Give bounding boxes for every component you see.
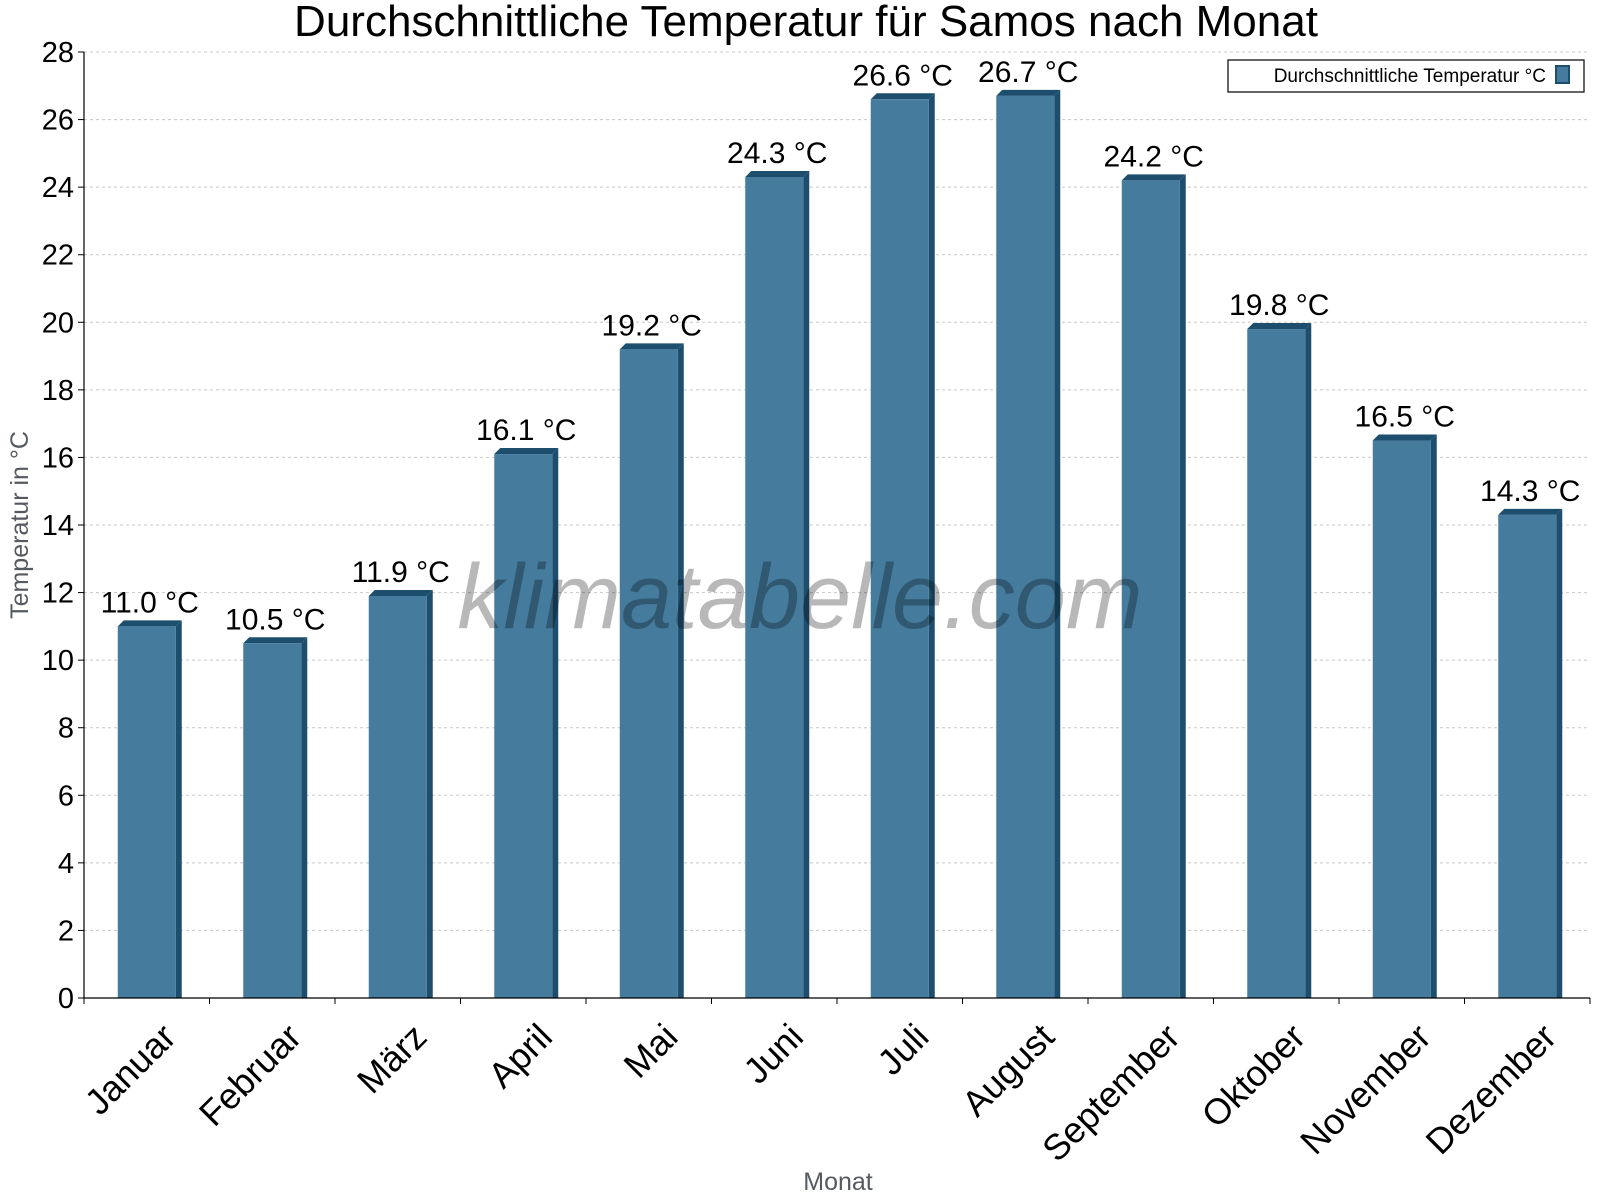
legend-label: Durchschnittliche Temperatur °C	[1274, 66, 1546, 87]
data-label: 24.2 °C	[1104, 140, 1204, 173]
bars	[117, 89, 1563, 999]
bar-side	[1179, 174, 1186, 998]
y-tick-label: 2	[58, 915, 74, 947]
y-tick-label: 14	[42, 510, 74, 542]
data-label: 11.0 °C	[101, 586, 199, 619]
data-labels: 11.0 °C 10.5 °C 11.9 °C 16.1 °C 19.2 °C 24.3 …	[101, 56, 1581, 636]
bar	[1121, 180, 1180, 998]
y-tick-label: 0	[58, 983, 74, 1015]
x-axis-ticks: Januar Februar März April Mai Juni Juli AugustS…	[77, 998, 1591, 1170]
y-tick-label: 10	[42, 645, 74, 677]
chart-title: Durchschnittliche Temperatur für Samos n…	[294, 0, 1318, 46]
data-label: 11.9 °C	[352, 556, 450, 589]
bar	[870, 99, 929, 999]
bar	[996, 95, 1055, 998]
x-tick-label: März	[349, 1016, 435, 1102]
legend-box	[1227, 59, 1585, 93]
bar-side	[803, 171, 810, 998]
bar-side	[175, 620, 182, 998]
x-tick-label: April	[480, 1016, 560, 1096]
bar-side	[1054, 89, 1061, 998]
data-label: 26.6 °C	[853, 59, 953, 92]
x-axis-title: Monat	[803, 1168, 873, 1196]
bar-top	[870, 93, 935, 100]
bar-side	[301, 637, 308, 998]
bar-top	[117, 620, 182, 627]
watermark-text: klimatabelle.com	[457, 546, 1142, 648]
bar-top	[1247, 323, 1312, 330]
bar-top	[243, 637, 308, 644]
data-label: 14.3 °C	[1480, 475, 1580, 508]
bar	[494, 454, 553, 998]
bar-side	[928, 93, 935, 999]
bar	[619, 349, 678, 998]
x-tick-label: Juni	[735, 1016, 811, 1092]
data-label: 24.3 °C	[727, 137, 827, 170]
bar-top	[1498, 508, 1563, 515]
y-tick-label: 20	[42, 307, 74, 339]
x-tick-label: September	[1034, 1016, 1188, 1170]
x-tick-label: Mai	[615, 1016, 685, 1086]
x-tick-label: August	[954, 1016, 1062, 1124]
data-label: 16.5 °C	[1355, 401, 1455, 434]
x-tick-label: Februar	[191, 1016, 309, 1134]
bar	[368, 595, 427, 998]
y-tick-label: 22	[42, 240, 74, 272]
y-tick-label: 12	[42, 578, 74, 610]
y-tick-label: 18	[42, 375, 74, 407]
bar-side	[677, 343, 684, 998]
y-tick-label: 24	[42, 172, 74, 204]
y-tick-label: 8	[58, 713, 74, 745]
gridlines	[84, 51, 1590, 931]
bar-top	[745, 171, 810, 178]
bar-top	[368, 589, 433, 596]
y-tick-label: 4	[58, 848, 74, 880]
x-tick-label: Dezember	[1418, 1016, 1564, 1162]
data-label: 19.8 °C	[1229, 289, 1329, 322]
legend: Durchschnittliche Temperatur °C	[1227, 59, 1585, 93]
data-label: 19.2 °C	[602, 309, 702, 342]
x-tick-label: November	[1292, 1016, 1438, 1162]
y-tick-label: 28	[42, 37, 74, 69]
y-axis-title: Temperatur in °C	[6, 431, 34, 619]
bar-top	[494, 448, 559, 455]
y-tick-label: 16	[42, 442, 74, 474]
bar	[745, 177, 804, 998]
legend-swatch	[1555, 65, 1570, 84]
x-tick-label: Januar	[77, 1016, 184, 1123]
data-label: 16.1 °C	[476, 414, 576, 447]
bar-side	[552, 448, 559, 998]
data-label: 10.5 °C	[225, 603, 325, 636]
y-tick-label: 6	[58, 780, 74, 812]
x-tick-label: Oktober	[1193, 1016, 1313, 1136]
data-label: 26.7 °C	[978, 56, 1078, 89]
bar-top	[619, 343, 684, 350]
bar-side	[1305, 323, 1312, 998]
bar	[1247, 329, 1306, 998]
bar	[1498, 514, 1557, 998]
bar	[1372, 440, 1431, 998]
bar-side	[1430, 434, 1437, 998]
x-tick-label: Juli	[869, 1016, 936, 1083]
bar-top	[996, 89, 1061, 96]
bar-side	[426, 589, 433, 998]
y-tick-label: 26	[42, 105, 74, 137]
bar-top	[1121, 174, 1186, 181]
bar	[117, 626, 176, 998]
bar	[243, 643, 302, 998]
bar-side	[1556, 508, 1563, 998]
bar-top	[1372, 434, 1437, 441]
